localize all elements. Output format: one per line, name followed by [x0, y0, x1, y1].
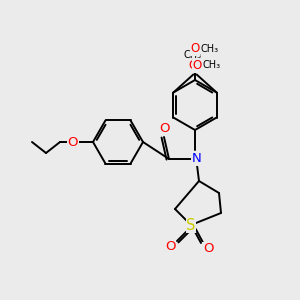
- Text: CH₃: CH₃: [202, 61, 220, 70]
- Text: O: O: [68, 136, 78, 148]
- Text: O: O: [188, 59, 197, 72]
- Text: S: S: [186, 218, 196, 232]
- Text: CH₃: CH₃: [184, 50, 202, 59]
- Text: N: N: [192, 152, 202, 166]
- Text: O: O: [203, 242, 213, 256]
- Text: O: O: [159, 122, 169, 134]
- Text: O: O: [193, 59, 202, 72]
- Text: O: O: [165, 241, 175, 254]
- Text: O: O: [190, 43, 200, 56]
- Text: CH₃: CH₃: [201, 44, 219, 54]
